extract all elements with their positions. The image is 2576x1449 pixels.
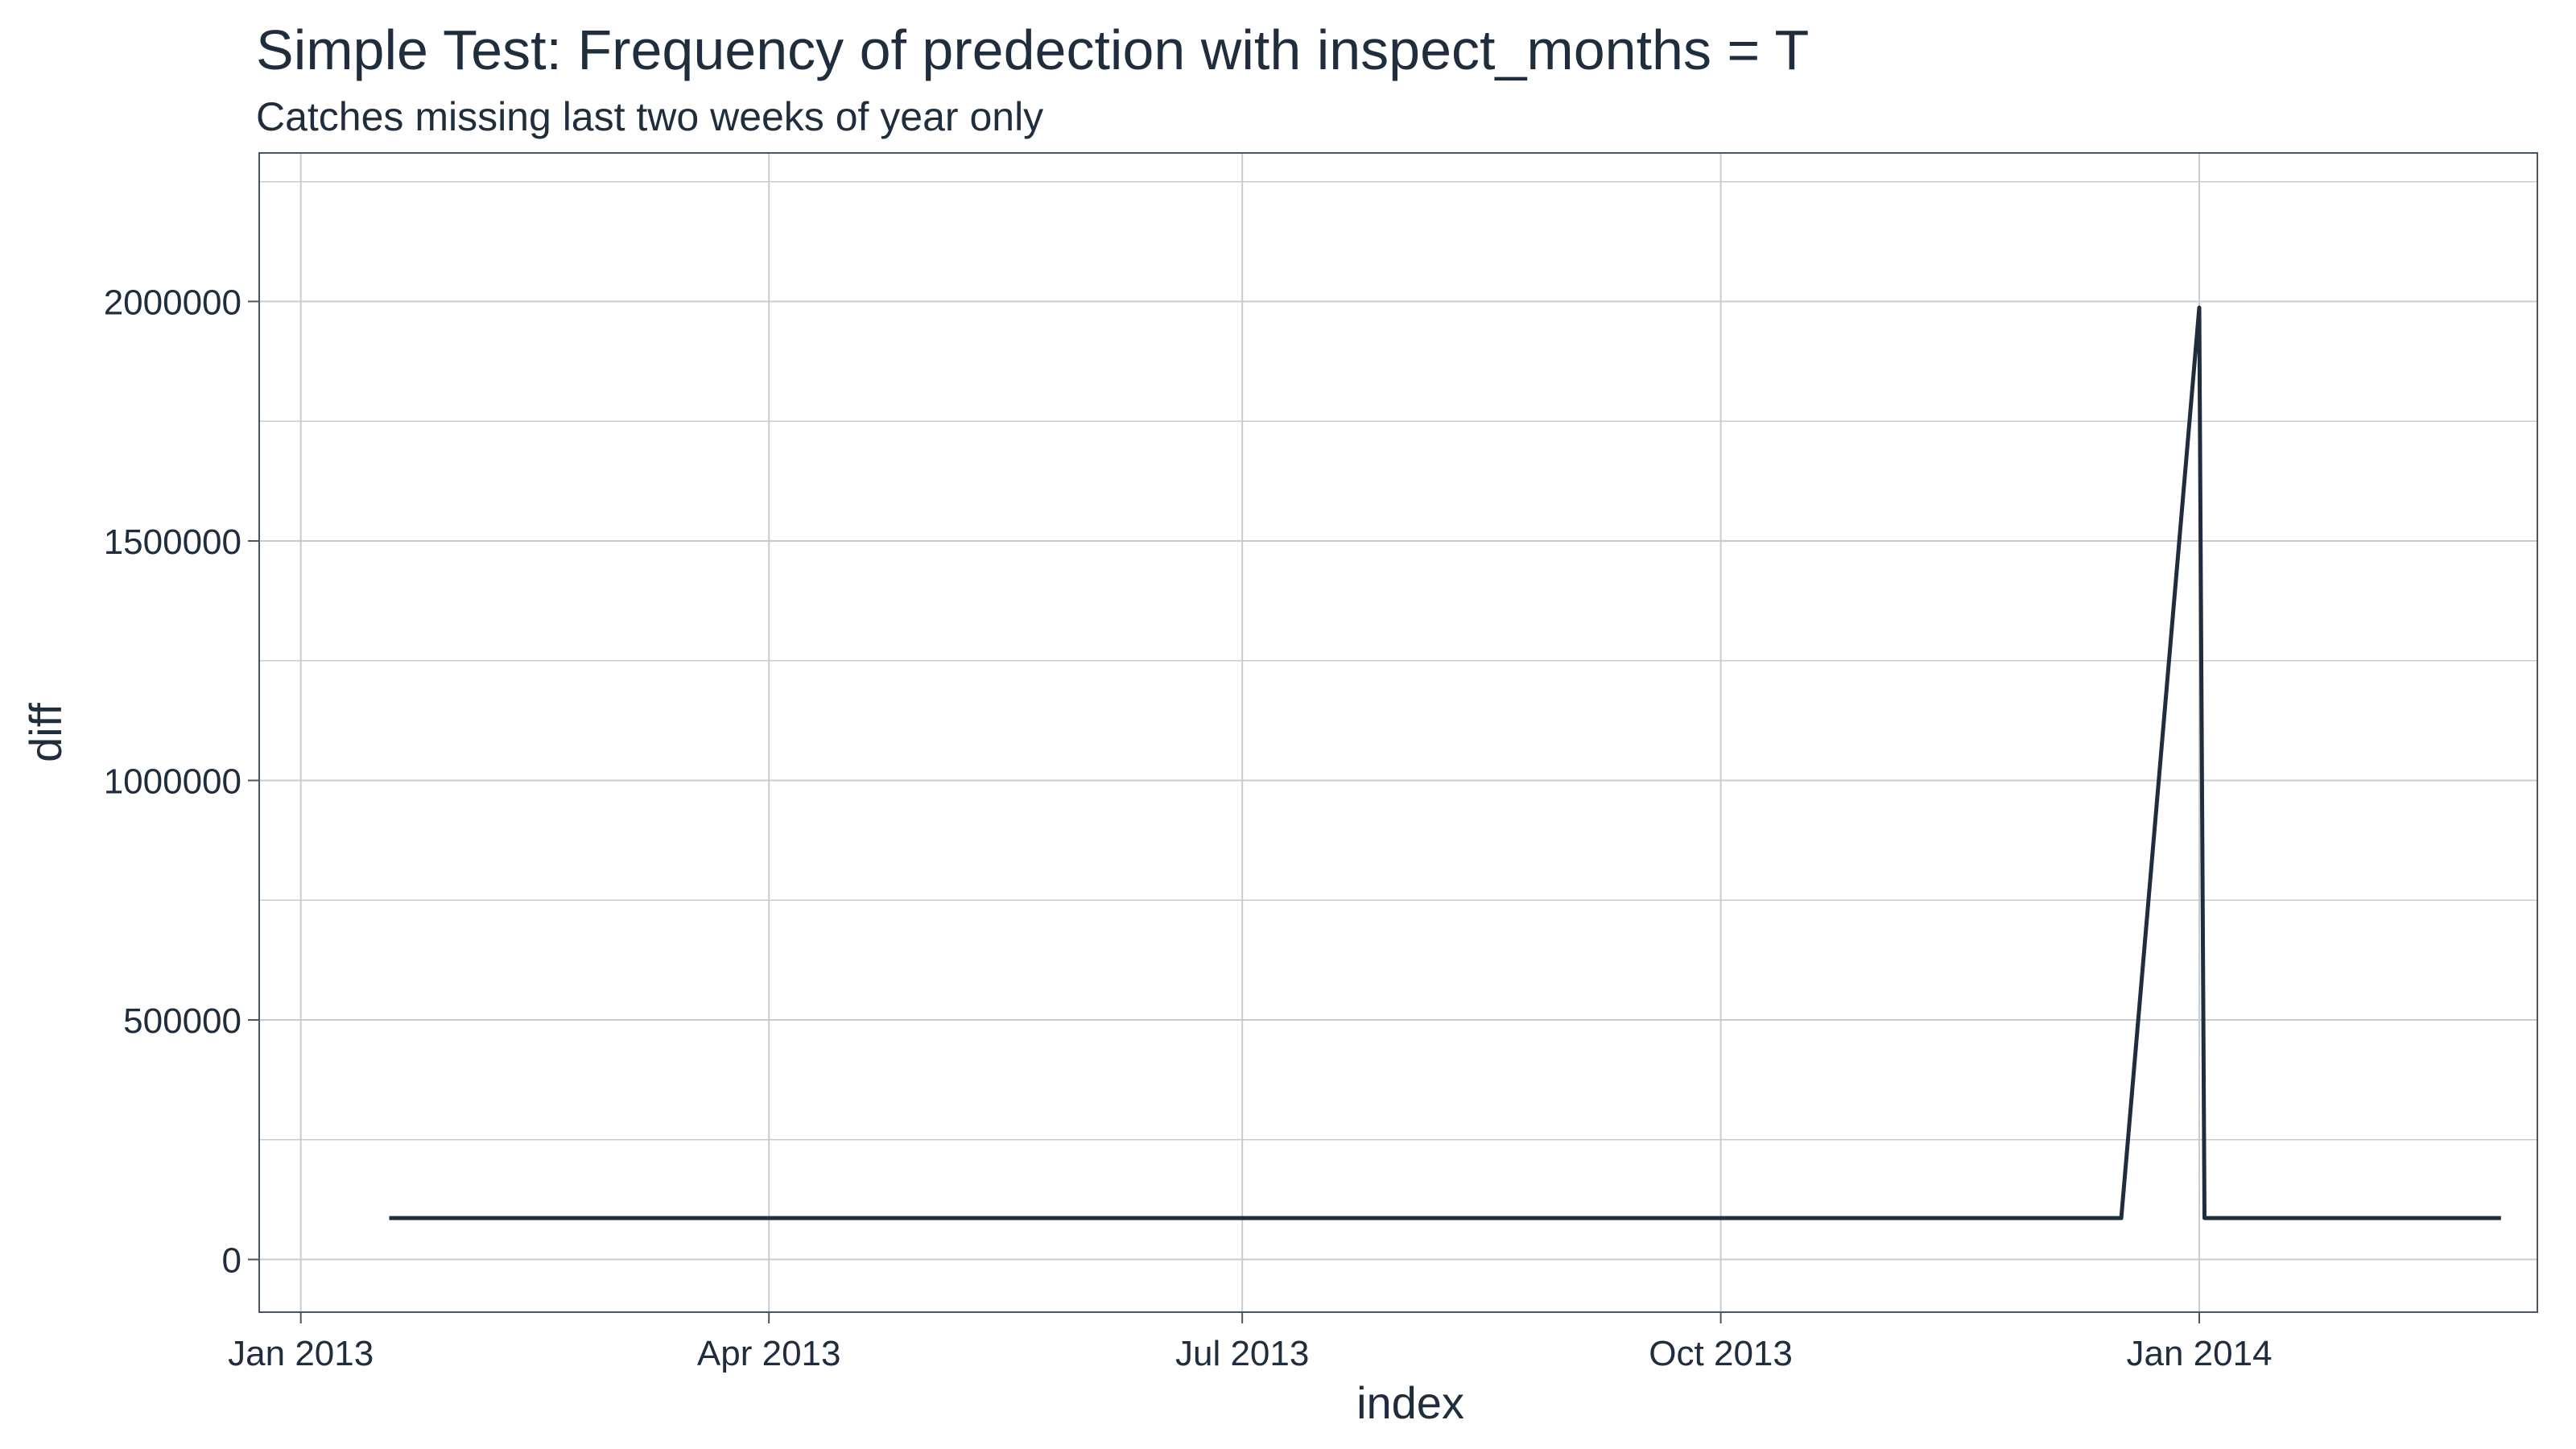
chart-subtitle: Catches missing last two weeks of year o… — [256, 94, 1043, 139]
series-layer — [389, 305, 2501, 1220]
y-tick-label: 1500000 — [104, 522, 242, 562]
plot-panel-border — [258, 152, 2538, 1313]
grid — [259, 153, 2537, 1312]
y-axis-label: diff — [20, 703, 71, 762]
chart-title: Simple Test: Frequency of predection wit… — [256, 19, 1809, 81]
x-tick-label: Jan 2014 — [2126, 1334, 2272, 1373]
x-tick-label: Apr 2013 — [697, 1334, 841, 1373]
series-line — [389, 305, 2501, 1220]
y-axis-ticks: 0 500000 1000000 1500000 2000000 — [104, 283, 259, 1281]
x-tick-label: Jan 2013 — [228, 1334, 374, 1373]
x-axis-ticks: Jan 2013 Apr 2013 Jul 2013 Oct 2013 Jan 2014 — [228, 1312, 2273, 1373]
x-tick-label: Jul 2013 — [1175, 1334, 1309, 1373]
x-axis-label: index — [1356, 1377, 1464, 1428]
y-tick-label: 0 — [222, 1241, 242, 1281]
y-tick-label: 500000 — [123, 1001, 242, 1041]
y-tick-label: 1000000 — [104, 762, 242, 802]
x-tick-label: Oct 2013 — [1649, 1334, 1793, 1373]
y-tick-label: 2000000 — [104, 283, 242, 322]
